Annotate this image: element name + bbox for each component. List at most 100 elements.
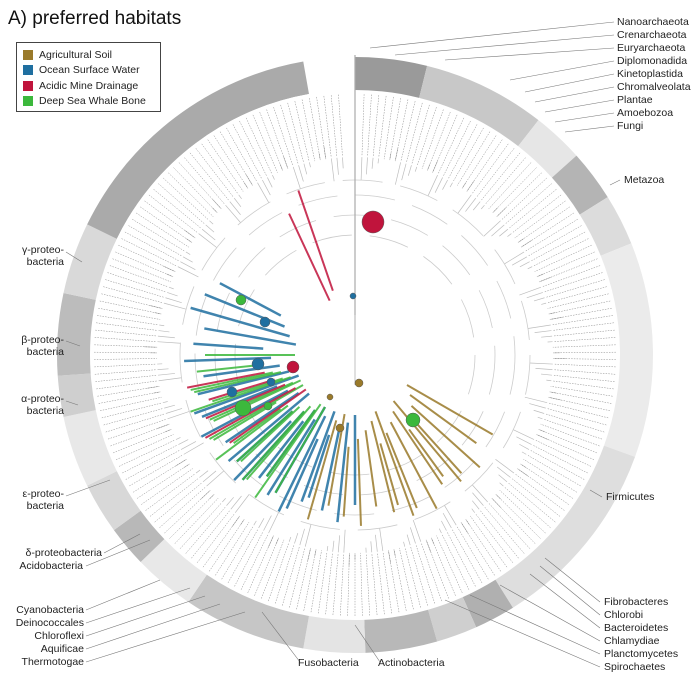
clade-label-chlorobi: Chlorobi <box>604 609 643 621</box>
taxon-label <box>555 345 617 347</box>
tip-branch <box>188 247 189 248</box>
tip-branch <box>523 459 524 460</box>
taxon-label <box>96 315 157 324</box>
taxon-label <box>438 117 464 173</box>
habitat-pie <box>252 358 264 370</box>
clade-label-beta-proteobacteria: β-proteo- bacteria <box>4 334 64 358</box>
taxon-label <box>447 532 476 587</box>
tip-branch <box>176 437 181 439</box>
taxon-label <box>444 120 471 176</box>
clade-band <box>64 410 117 486</box>
taxon-label <box>552 387 613 397</box>
taxon-label <box>539 251 596 275</box>
taxon-label <box>94 337 156 341</box>
taxon-label <box>540 430 597 453</box>
tip-branch <box>159 331 170 332</box>
clade-label-actinobacteria: Actinobacteria <box>378 657 445 669</box>
taxon-label <box>99 398 160 411</box>
taxon-label <box>400 550 414 610</box>
taxon-label <box>552 308 613 319</box>
tip-branch <box>516 437 531 445</box>
taxon-label <box>149 479 198 517</box>
leader-line <box>370 22 614 48</box>
taxon-label <box>506 183 553 224</box>
habitat-branch <box>366 430 377 506</box>
clade-label-euryarchaeota: Euryarchaeota <box>617 42 685 54</box>
taxon-label <box>202 518 238 568</box>
taxon-label <box>493 500 536 545</box>
taxon-label <box>554 370 616 375</box>
leader-line <box>565 126 614 132</box>
tip-branch <box>465 198 475 211</box>
tip-branch <box>395 162 400 184</box>
tip-branch <box>269 512 279 533</box>
clade-label-acidobacteria: Acidobacteria <box>4 560 83 572</box>
leader-line <box>545 100 614 112</box>
clade-band <box>188 575 309 649</box>
leader-line <box>445 48 614 60</box>
legend-item: Acidic Mine Drainage <box>23 78 154 94</box>
taxon-label <box>197 514 235 563</box>
leader-line <box>500 585 600 641</box>
habitat-pie <box>236 295 246 305</box>
taxon-label <box>227 530 257 584</box>
taxon-label <box>505 487 551 528</box>
taxon-label <box>94 375 156 381</box>
tip-branch <box>371 541 372 552</box>
taxon-label <box>179 503 221 549</box>
taxon-label <box>458 131 490 184</box>
leader-line <box>86 588 190 623</box>
legend-item: Ocean Surface Water <box>23 63 154 79</box>
taxon-label <box>112 430 169 453</box>
leader-line <box>86 580 160 610</box>
tip-branch <box>378 158 379 163</box>
taxon-label <box>516 474 566 511</box>
taxon-label <box>373 94 379 156</box>
taxon-label <box>543 265 601 286</box>
taxon-label <box>427 542 449 600</box>
taxon-label <box>128 455 182 486</box>
taxon-label <box>473 143 509 193</box>
tip-branch <box>472 493 483 506</box>
habitat-pie <box>362 211 384 233</box>
tip-branch <box>428 175 438 196</box>
tip-branch <box>410 527 415 543</box>
taxon-label <box>541 258 599 281</box>
taxon-label <box>140 470 191 506</box>
tip-branch <box>222 498 225 502</box>
tip-branch <box>530 363 553 364</box>
tip-branch <box>169 287 174 289</box>
tip-branch <box>203 471 216 482</box>
legend-label: Acidic Mine Drainage <box>39 80 138 92</box>
clade-label-amoebozoa: Amoebozoa <box>617 107 673 119</box>
clade-label-chlamydiae: Chlamydiae <box>604 635 659 647</box>
tip-branch <box>472 485 487 502</box>
taxon-label <box>93 345 155 347</box>
tip-branch <box>499 229 507 236</box>
taxon-label <box>121 445 176 473</box>
taxon-label <box>526 219 579 251</box>
taxon-label <box>96 387 157 397</box>
taxon-label <box>529 225 583 256</box>
taxon-label <box>513 194 562 232</box>
leader-line <box>545 558 600 602</box>
taxon-label <box>118 440 174 466</box>
taxon-label <box>289 549 305 609</box>
taxon-label <box>512 479 561 517</box>
taxon-label <box>428 111 451 169</box>
tip-branch <box>337 158 339 175</box>
habitat-branch <box>204 328 296 344</box>
tip-branch <box>402 164 406 180</box>
taxon-label <box>525 460 578 493</box>
taxon-label <box>554 375 616 381</box>
taxon-label <box>534 238 589 266</box>
taxon-label <box>221 527 253 580</box>
leader-line <box>535 87 614 102</box>
tip-branch <box>158 336 175 338</box>
taxon-label <box>522 465 574 499</box>
taxon-label <box>247 537 272 594</box>
tip-branch <box>491 225 504 236</box>
tip-branch <box>497 467 510 478</box>
tip-branch <box>344 530 345 553</box>
tip-branch <box>470 516 471 517</box>
